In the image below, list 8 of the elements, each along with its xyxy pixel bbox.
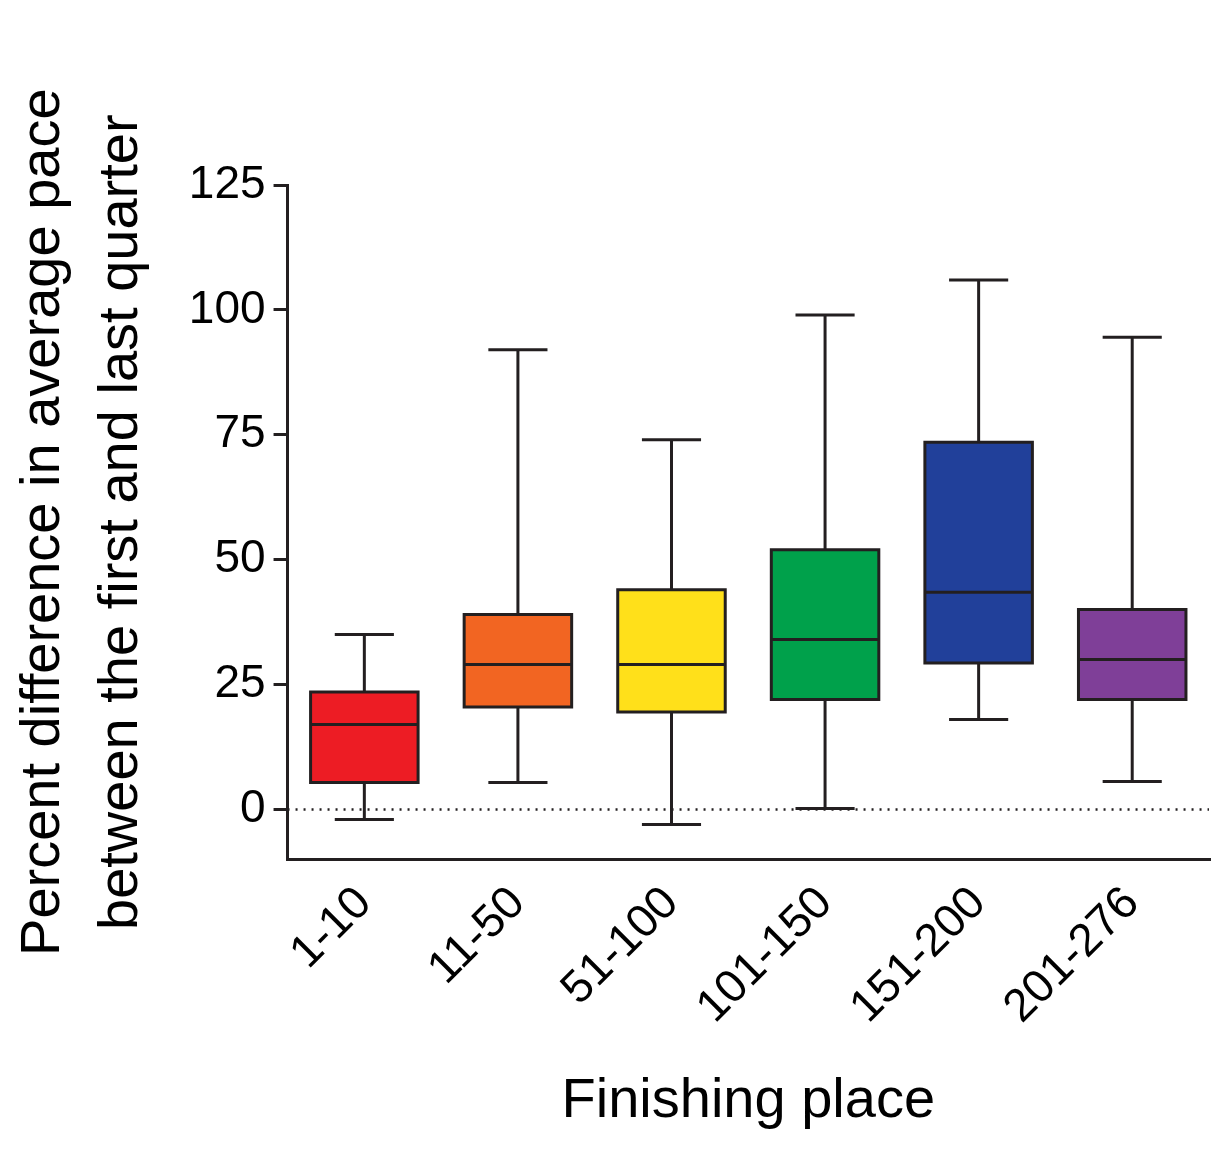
- y-tick-label: 25: [214, 655, 266, 708]
- y-axis-title: Percent difference in average pace between the first and last quarter: [7, 88, 150, 956]
- x-axis-title: Finishing place: [561, 1065, 936, 1129]
- y-tick-label: 50: [214, 530, 266, 583]
- y-tick-label: 0: [239, 780, 266, 833]
- y-tick-label: 125: [188, 155, 266, 208]
- y-tick-label: 100: [188, 280, 266, 333]
- y-tick-label: 75: [214, 405, 266, 458]
